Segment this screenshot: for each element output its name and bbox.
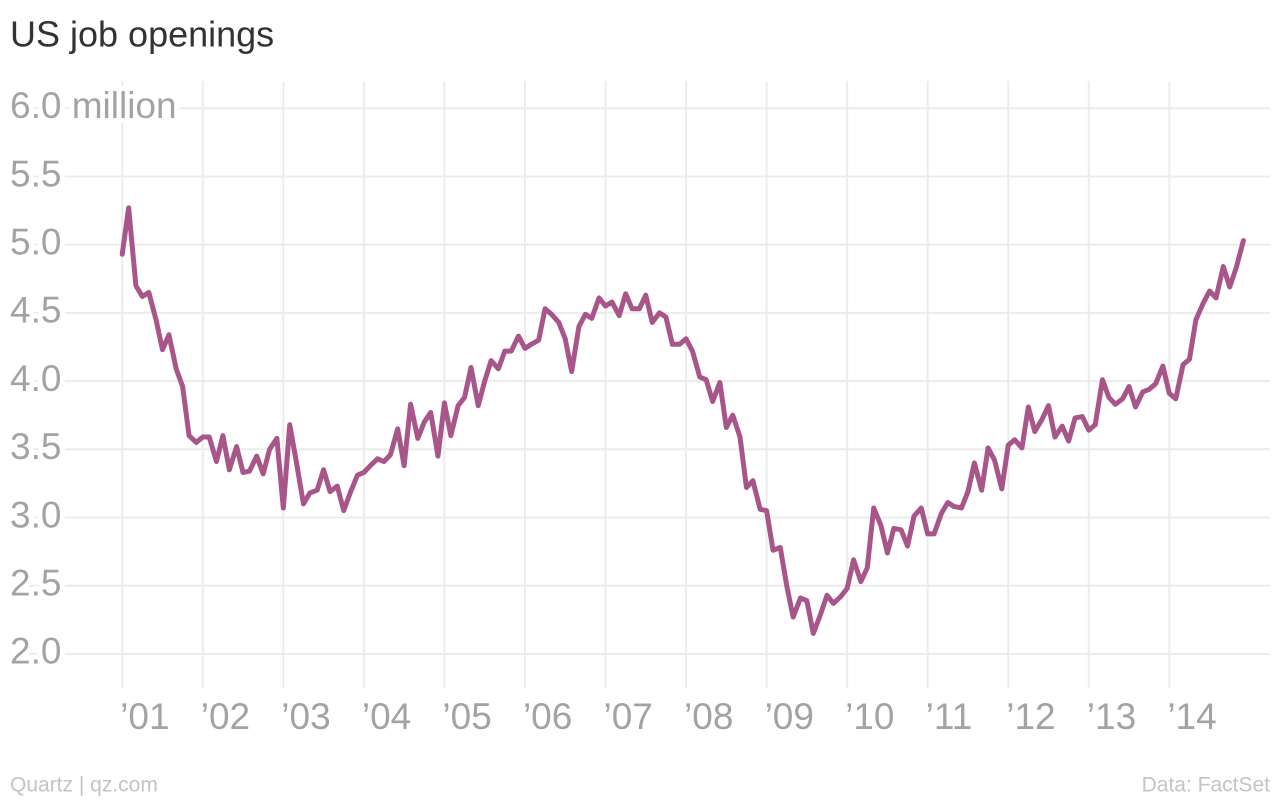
x-tick-label: ’05 — [442, 696, 491, 737]
labels: 2.0 2.5 3.0 3.5 4.0 4.5 5.0 5.5 6.0 million ’01 ’0… — [5, 80, 1217, 737]
y-tick-label: 4.0 — [10, 358, 61, 399]
data-line — [119, 205, 1246, 636]
x-tick-label: ’02 — [201, 696, 250, 737]
plot — [119, 205, 1246, 636]
x-tick-label: ’07 — [603, 696, 652, 737]
source-left: Quartz | qz.com — [10, 774, 158, 797]
y-tick-label: 5.0 — [10, 221, 61, 262]
x-tick-label: ’11 — [926, 696, 973, 737]
y-tick-label: 5.5 — [10, 153, 61, 194]
x-tick-label: ’06 — [523, 696, 572, 737]
y-tick-label: 4.5 — [10, 290, 61, 331]
x-tick-label: ’04 — [362, 696, 411, 737]
chart-title: US job openings — [10, 14, 274, 55]
x-tick-label: ’10 — [845, 696, 894, 737]
x-tick-label: ’03 — [281, 696, 330, 737]
grid — [10, 81, 1270, 688]
x-tick-label: ’13 — [1087, 696, 1136, 737]
y-tick-label: 6.0 million — [10, 85, 177, 126]
x-tick-label: ’14 — [1167, 696, 1216, 737]
y-tick-label: 3.5 — [10, 426, 61, 467]
x-tick-label: ’09 — [765, 696, 814, 737]
source-right: Data: FactSet — [1142, 774, 1271, 797]
x-tick-label: ’12 — [1006, 696, 1055, 737]
x-tick-label: ’08 — [684, 696, 733, 737]
y-tick-label: 2.0 — [10, 631, 61, 672]
y-tick-label: 3.0 — [10, 494, 61, 535]
x-tick-label: ’01 — [120, 696, 169, 737]
y-tick-label: 2.5 — [10, 562, 61, 603]
